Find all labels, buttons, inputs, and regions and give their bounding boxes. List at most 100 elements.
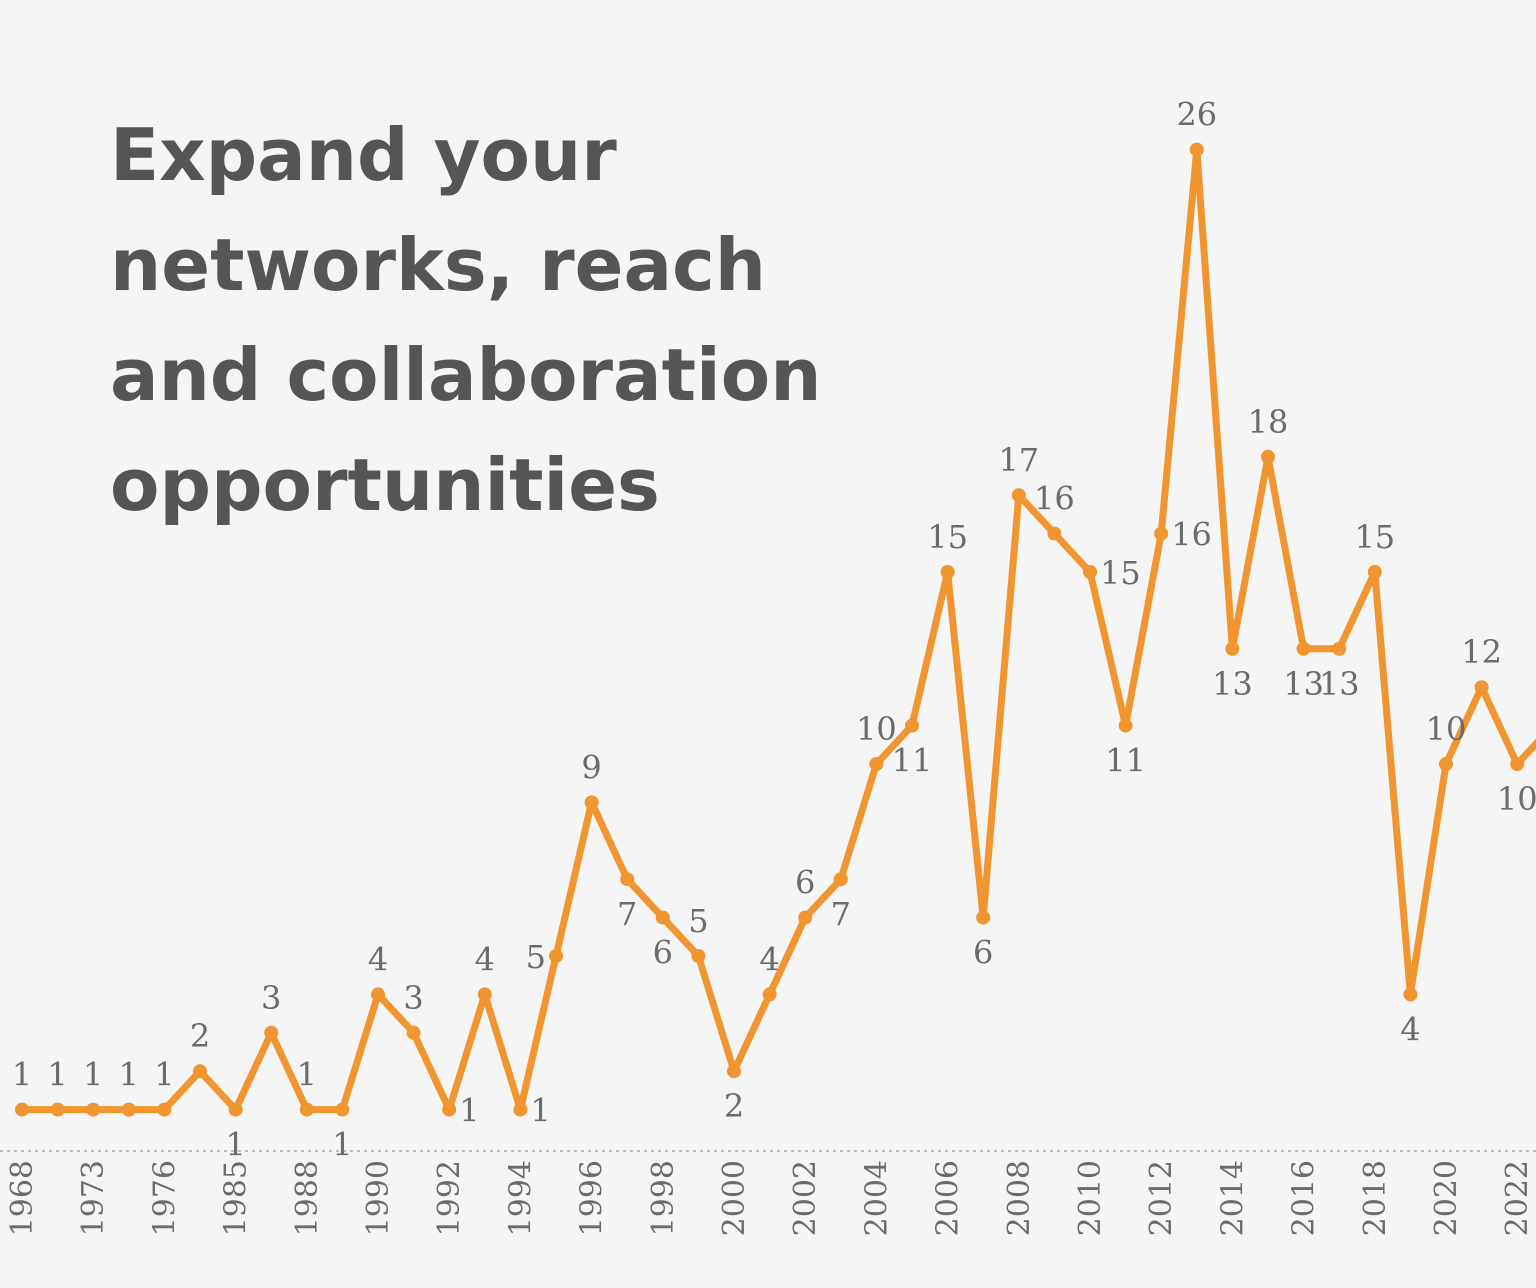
data-label: 4	[475, 940, 495, 978]
data-label: 11	[1105, 742, 1146, 780]
data-label: 2	[190, 1017, 210, 1055]
data-label: 1	[119, 1056, 139, 1094]
x-tick-label: 1976	[147, 1160, 182, 1236]
data-point	[513, 1102, 528, 1117]
data-point	[228, 1102, 243, 1117]
data-point	[50, 1102, 65, 1117]
data-label: 4	[1400, 1010, 1420, 1048]
data-label: 15	[1354, 518, 1395, 556]
data-point	[833, 872, 848, 887]
data-label: 10	[856, 710, 897, 748]
x-tick-label: 1996	[575, 1160, 610, 1236]
data-point	[264, 1025, 279, 1040]
data-label: 17	[998, 441, 1039, 479]
headline: Expand your networks, reach and collabor…	[110, 100, 870, 540]
data-point	[905, 718, 919, 733]
data-point	[193, 1064, 207, 1079]
x-tick-label: 2014	[1215, 1160, 1250, 1236]
data-label: 5	[526, 938, 546, 976]
data-point	[727, 1064, 741, 1079]
data-point	[869, 757, 884, 771]
data-label: 7	[831, 895, 851, 933]
data-point	[549, 949, 563, 963]
data-label: 1	[47, 1056, 67, 1094]
data-label: 11	[892, 742, 933, 780]
x-tick-label: 2008	[1002, 1160, 1037, 1236]
data-label: 15	[927, 518, 968, 556]
data-point	[1154, 526, 1169, 541]
data-point	[1011, 488, 1026, 503]
data-point	[1261, 449, 1275, 464]
data-point	[1403, 987, 1418, 1002]
data-point	[1225, 641, 1240, 656]
x-tick-label: 2022	[1500, 1160, 1535, 1236]
data-point	[121, 1102, 136, 1117]
data-label: 1	[459, 1092, 479, 1130]
headline-line-4: opportunities	[110, 443, 660, 527]
data-point	[620, 872, 635, 887]
data-label: 16	[1171, 516, 1212, 554]
data-label: 1	[225, 1126, 245, 1164]
data-label: 2	[724, 1087, 744, 1125]
data-label: 18	[1248, 403, 1289, 441]
data-point	[15, 1102, 29, 1117]
data-point	[299, 1102, 314, 1117]
data-label: 3	[403, 979, 423, 1017]
series-line	[18, 146, 1536, 1114]
data-label: 11	[1532, 672, 1536, 710]
data-point	[442, 1102, 457, 1117]
data-point	[335, 1102, 350, 1117]
data-point	[976, 910, 991, 925]
x-tick-label: 2020	[1429, 1160, 1464, 1236]
data-label: 26	[1176, 96, 1217, 134]
data-label: 1	[154, 1056, 174, 1094]
data-point	[1083, 565, 1097, 579]
data-point	[1439, 757, 1453, 771]
data-label: 1	[83, 1056, 103, 1094]
data-point	[406, 1025, 421, 1040]
data-label: 4	[759, 940, 779, 978]
data-label: 4	[368, 940, 388, 978]
x-tick-label: 1988	[290, 1160, 325, 1236]
data-label: 16	[1034, 480, 1075, 518]
x-tick-label: 1968	[5, 1160, 40, 1236]
data-point	[1047, 526, 1062, 541]
x-tick-label: 2010	[1073, 1160, 1108, 1236]
x-tick-label: 1992	[432, 1160, 467, 1236]
data-point	[86, 1102, 101, 1117]
data-label: 13	[1283, 665, 1324, 703]
x-tick-label: 2000	[717, 1160, 752, 1236]
data-label: 6	[795, 864, 815, 902]
x-tick-label: 2016	[1287, 1160, 1322, 1236]
data-label: 1	[297, 1056, 317, 1094]
x-tick-label: 1994	[503, 1160, 538, 1236]
data-point	[1296, 641, 1311, 656]
data-label: 1	[12, 1056, 32, 1094]
data-label: 1	[530, 1092, 550, 1130]
data-label: 10	[1497, 780, 1536, 818]
data-label: 6	[973, 934, 993, 972]
headline-line-2: networks, reach	[110, 223, 767, 307]
data-label: 9	[581, 748, 601, 786]
data-point	[157, 1102, 172, 1117]
data-point	[1118, 718, 1133, 733]
x-tick-label: 1973	[76, 1160, 111, 1236]
data-label: 5	[688, 902, 708, 940]
data-point	[798, 910, 813, 925]
x-tick-label: 1998	[646, 1160, 681, 1236]
data-label: 15	[1100, 554, 1141, 592]
headline-line-1: Expand your	[110, 113, 617, 197]
data-point	[477, 987, 492, 1002]
headline-line-3: and collaboration	[110, 333, 822, 417]
data-point	[371, 987, 385, 1002]
data-point	[1367, 565, 1382, 579]
x-tick-label: 2012	[1144, 1160, 1179, 1236]
data-point	[1510, 757, 1525, 771]
data-point	[584, 795, 599, 810]
x-tick-label: 2002	[788, 1160, 823, 1236]
data-label: 12	[1461, 633, 1502, 671]
x-tick-label: 2018	[1358, 1160, 1393, 1236]
data-label: 1	[332, 1126, 352, 1164]
data-point	[1189, 142, 1204, 157]
